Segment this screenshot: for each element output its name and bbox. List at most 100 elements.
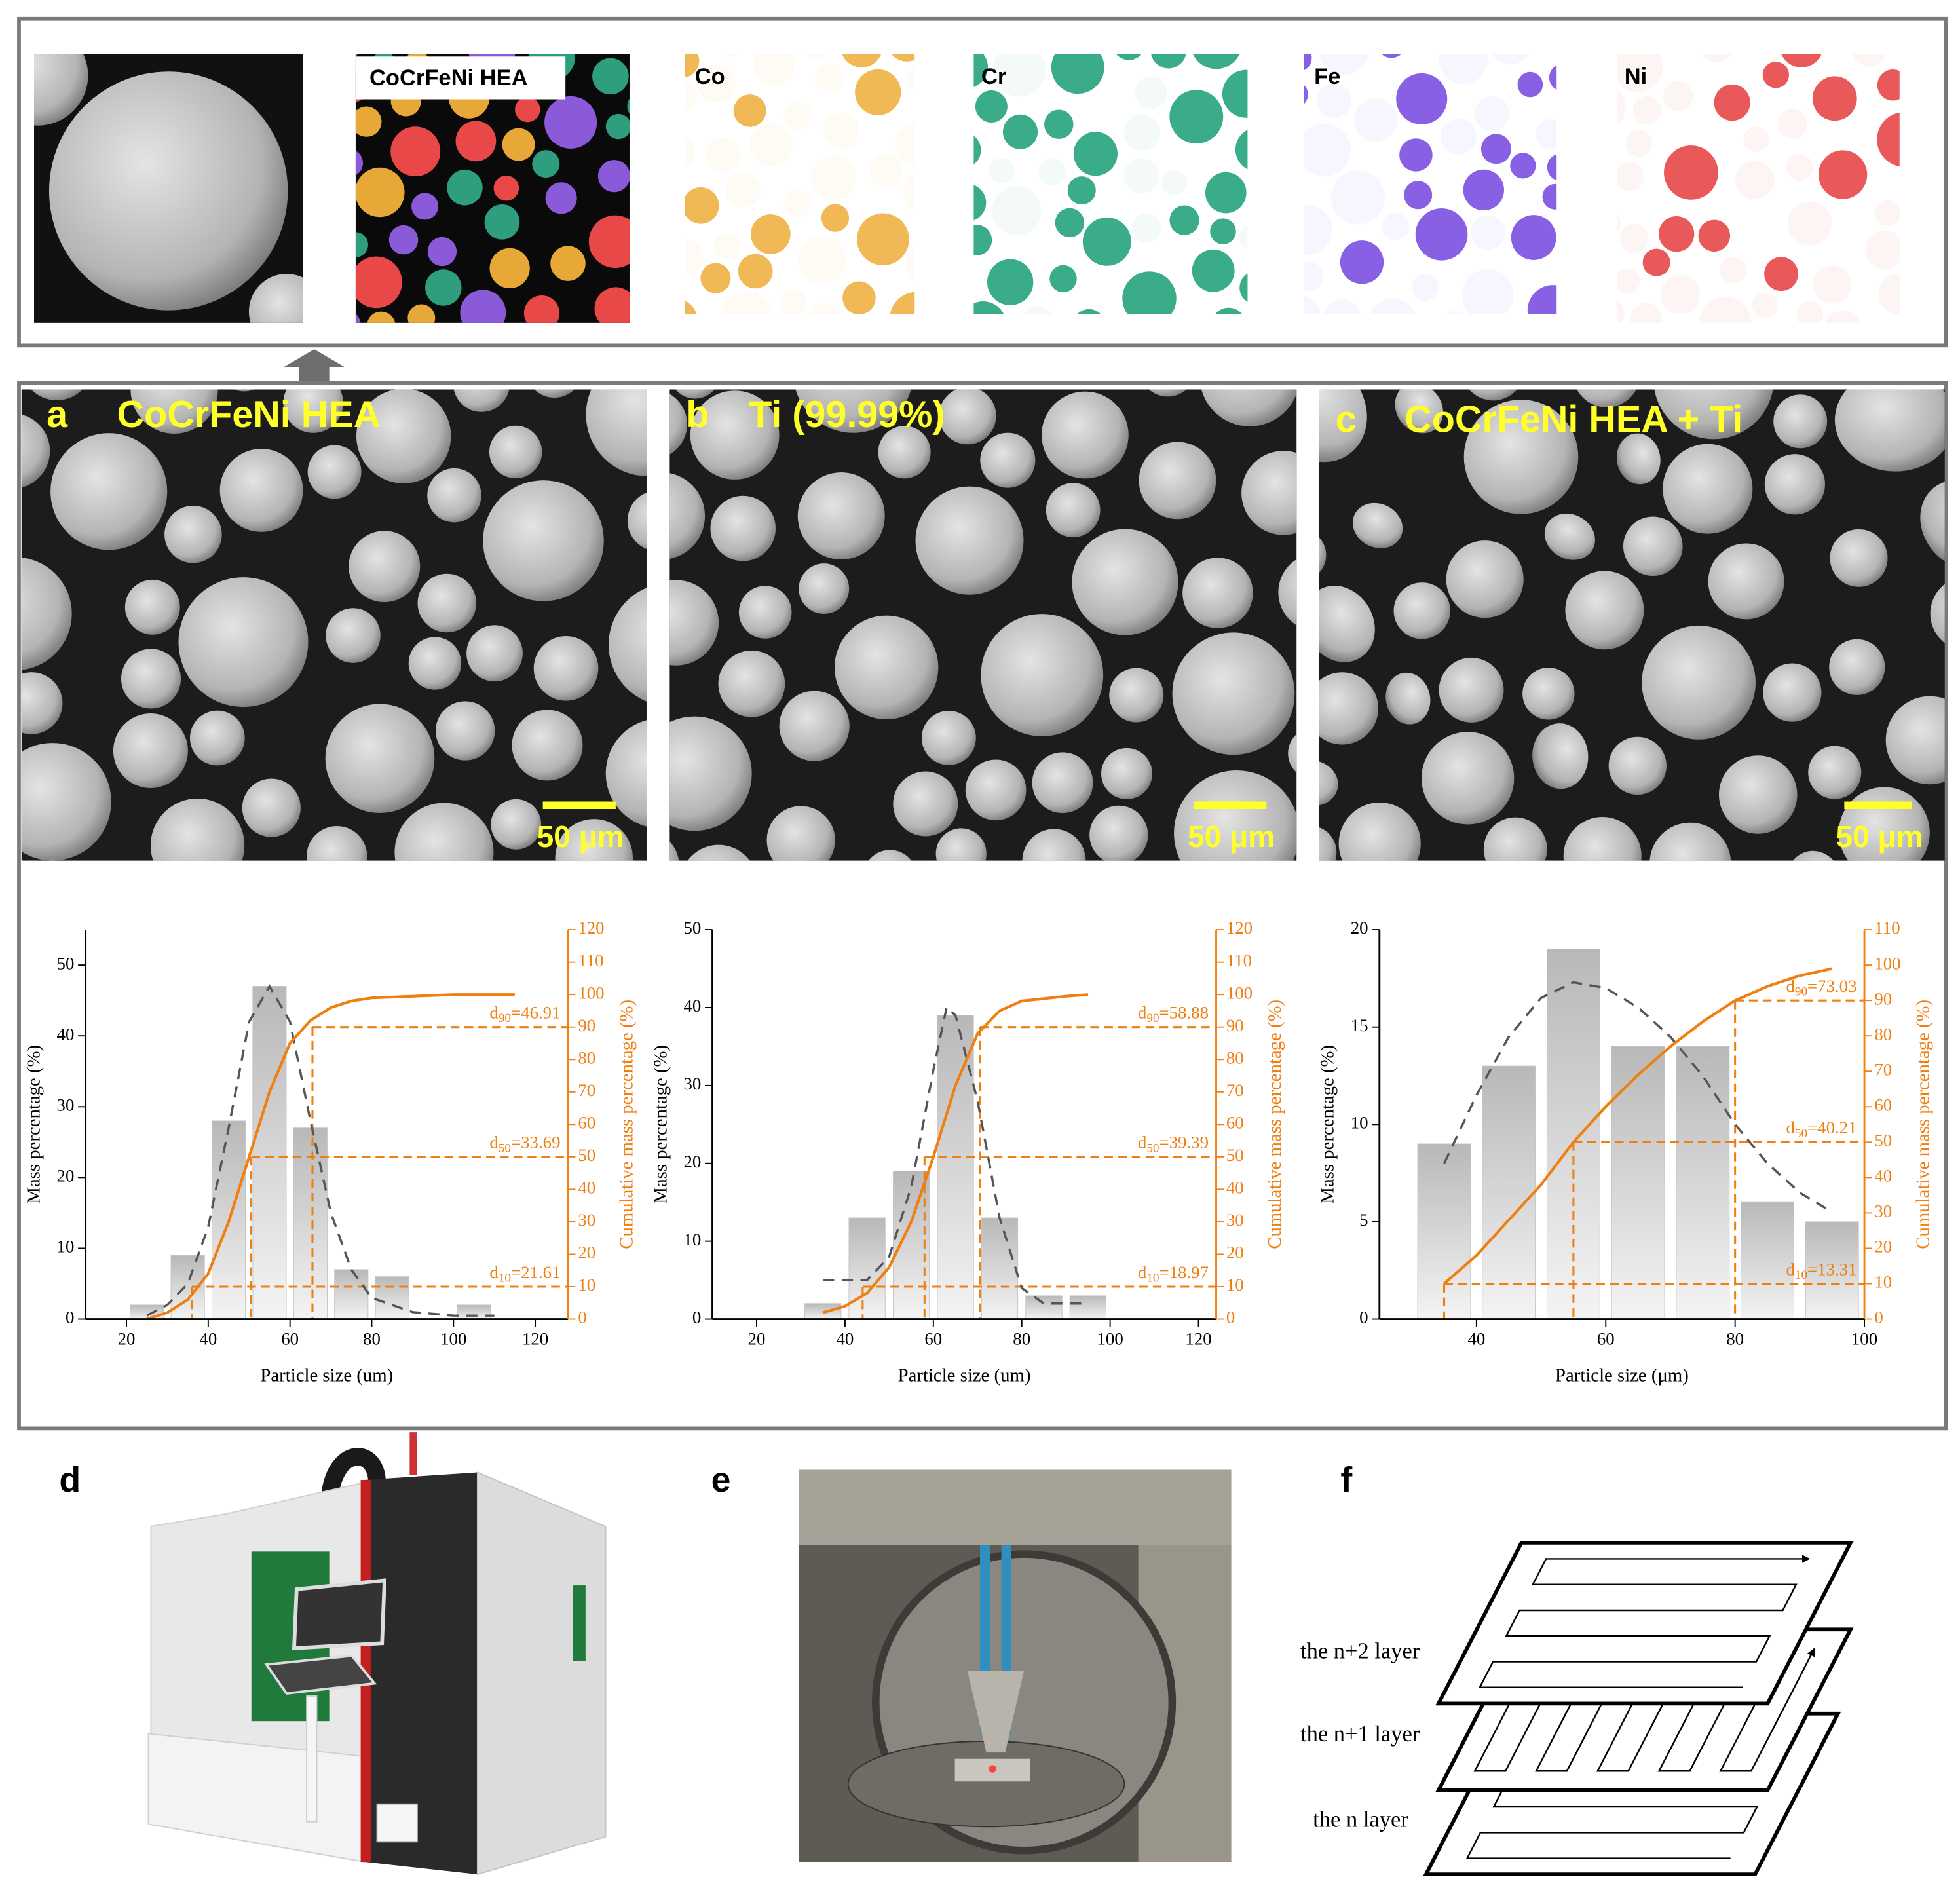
layer xyxy=(1435,1541,1854,1706)
bar xyxy=(1482,1065,1536,1320)
particle xyxy=(150,798,245,861)
particle xyxy=(1818,150,1868,199)
faint-particle xyxy=(992,54,1046,97)
particle xyxy=(597,160,630,193)
keyboard xyxy=(264,1654,377,1695)
faint-particle xyxy=(1777,109,1807,139)
y2-tick-label: 60 xyxy=(1226,1112,1244,1132)
bar xyxy=(1611,1046,1665,1320)
particle xyxy=(627,492,647,550)
y2-axis-title: Cumulative mass percentage (%) xyxy=(1264,1000,1285,1249)
particle xyxy=(1511,215,1556,260)
chart: d90=58.88d50=39.39d10=18.970102030405001… xyxy=(650,918,1285,1386)
faint-particle xyxy=(1492,54,1529,65)
faint-particle xyxy=(1617,299,1625,323)
particle xyxy=(502,128,535,161)
particle xyxy=(795,389,911,433)
particle xyxy=(1708,543,1784,620)
particle xyxy=(1877,112,1900,167)
particle xyxy=(1664,145,1718,200)
particle xyxy=(1834,389,1945,472)
sem-labels: a CoCrFeNi HEA b Ti (99.99%) c CoCrFeNi … xyxy=(47,394,1923,854)
element-label: Cr xyxy=(981,64,1006,89)
annotation: d50=39.39 xyxy=(1138,1133,1209,1156)
particle xyxy=(1404,181,1433,210)
x-tick-label: 60 xyxy=(924,1329,942,1348)
particle xyxy=(1762,62,1789,88)
particle xyxy=(1319,586,1375,662)
faint-particle xyxy=(1699,296,1752,323)
faint-particle xyxy=(1743,126,1769,153)
faint-particle xyxy=(815,63,844,92)
y2-tick-label: 20 xyxy=(578,1243,595,1262)
particle xyxy=(1382,54,1402,58)
faint-particle xyxy=(1813,265,1852,304)
bar xyxy=(1741,1201,1794,1320)
particle xyxy=(1527,285,1557,314)
sem-particles xyxy=(21,389,647,861)
x-axis-title: Particle size (um) xyxy=(898,1365,1031,1386)
annotation: d90=58.88 xyxy=(1138,1003,1209,1026)
bar xyxy=(937,1015,974,1320)
annotation: d50=33.69 xyxy=(489,1133,560,1156)
particle xyxy=(189,710,245,766)
particle xyxy=(939,389,996,445)
particle xyxy=(1829,639,1885,695)
particle xyxy=(1210,218,1236,244)
particle xyxy=(1608,736,1667,795)
faint-particle xyxy=(1411,274,1439,301)
particle xyxy=(890,292,915,314)
particle xyxy=(669,473,706,559)
particle xyxy=(1319,672,1379,745)
particle xyxy=(1192,249,1235,292)
particle xyxy=(1421,732,1515,825)
x-tick-label: 120 xyxy=(522,1329,548,1348)
faint-particle xyxy=(1796,301,1823,323)
particle xyxy=(855,69,901,115)
particle xyxy=(307,826,368,861)
cumulative-line xyxy=(822,993,1089,1314)
annotation-text: =39.39 xyxy=(1159,1133,1209,1152)
particle xyxy=(234,389,255,392)
sem-particles xyxy=(1319,389,1945,861)
particle xyxy=(592,58,629,95)
particle xyxy=(893,771,958,837)
particle xyxy=(1278,559,1297,626)
particle xyxy=(178,577,309,708)
x-tick-label: 40 xyxy=(1467,1329,1485,1348)
particle xyxy=(453,389,510,412)
particle xyxy=(1483,817,1547,861)
particle xyxy=(1049,265,1077,293)
faint-particle xyxy=(1619,223,1649,254)
faint-particle xyxy=(1038,157,1066,186)
fit-line xyxy=(823,1005,1088,1305)
annotation: d10=13.31 xyxy=(1786,1259,1856,1282)
particle xyxy=(248,274,303,323)
y2-tick-label: 10 xyxy=(578,1275,595,1295)
machine-front xyxy=(364,1472,478,1875)
faint-particle xyxy=(805,54,829,60)
faint-particle xyxy=(1304,123,1351,177)
faint-particle xyxy=(1441,119,1477,155)
particle xyxy=(1241,451,1297,535)
particle xyxy=(594,287,630,323)
annotation-symbol: d xyxy=(489,1133,499,1152)
particle xyxy=(981,614,1104,736)
machine-side-window xyxy=(573,1585,586,1661)
faint-particle xyxy=(725,172,761,208)
y2-axis-title: Cumulative mass percentage (%) xyxy=(616,1000,637,1249)
y-tick-label: 30 xyxy=(57,1095,75,1114)
particle xyxy=(685,301,697,314)
faint-particle xyxy=(1239,225,1248,250)
faint-particle xyxy=(1304,261,1324,291)
faint-particle xyxy=(1630,303,1663,323)
particle xyxy=(50,433,168,550)
particle xyxy=(1544,513,1595,560)
particle xyxy=(799,563,850,615)
photo xyxy=(799,1469,1232,1862)
particle xyxy=(1649,822,1731,861)
particle xyxy=(921,710,976,765)
y2-tick-label: 110 xyxy=(1874,918,1900,937)
y2-tick-label: 120 xyxy=(1226,918,1253,937)
particle xyxy=(455,121,497,162)
